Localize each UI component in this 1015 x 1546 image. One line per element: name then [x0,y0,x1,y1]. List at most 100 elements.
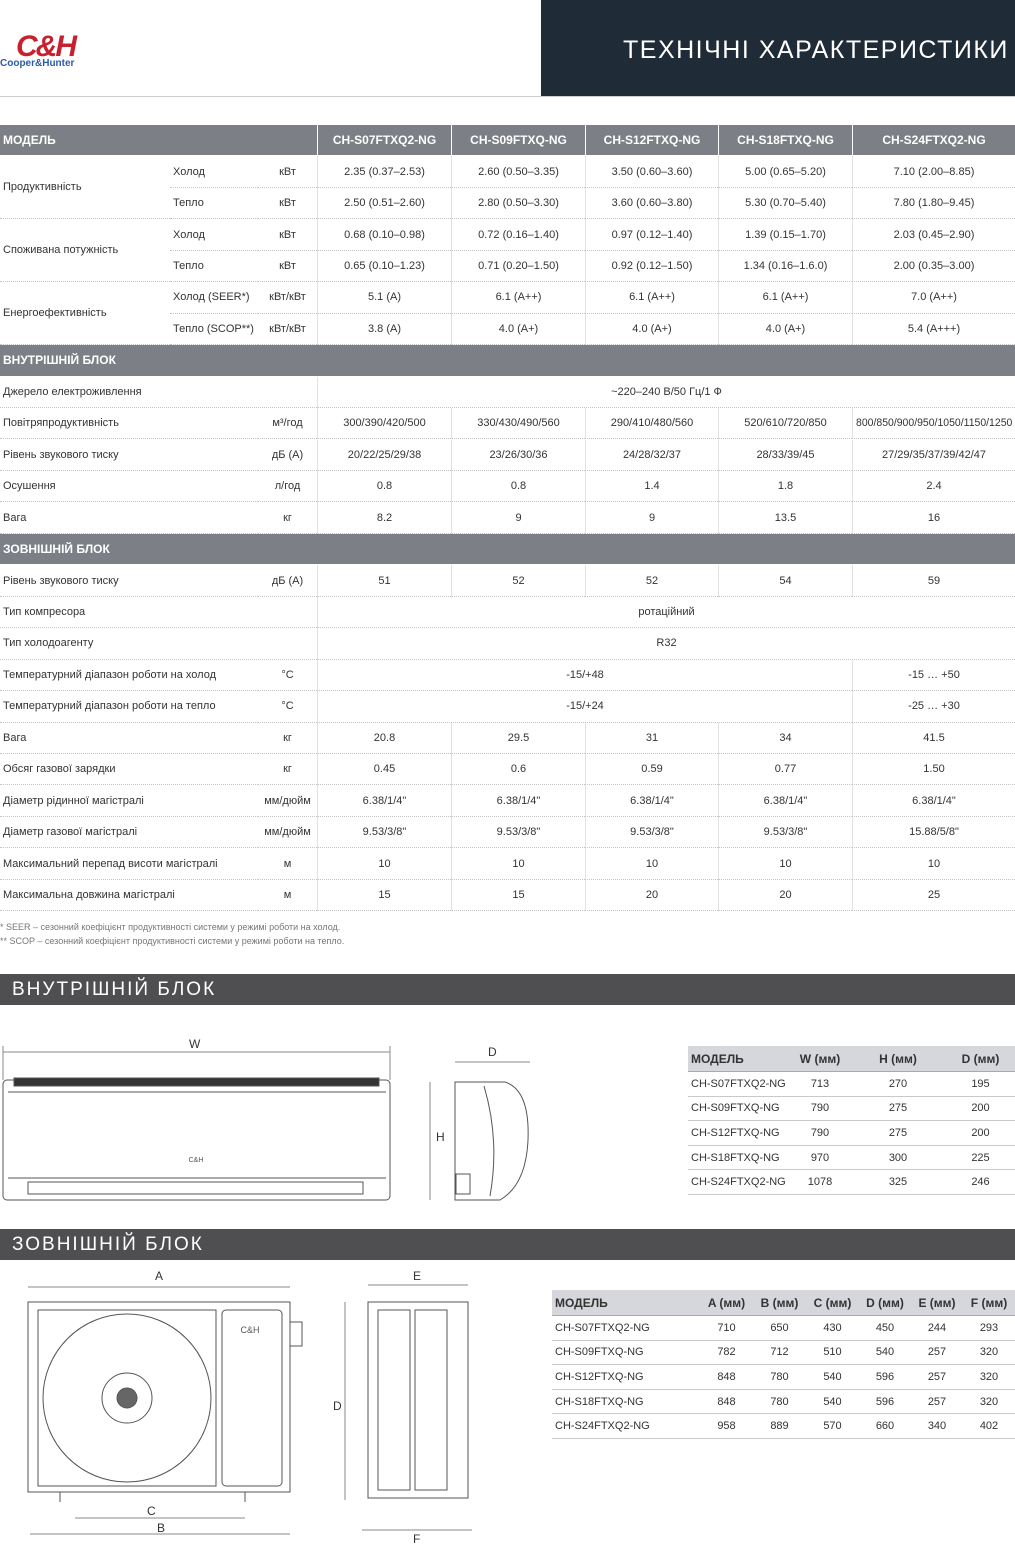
header-rule [0,96,1015,97]
dim-table-cell: 790 [790,1097,850,1122]
value-cell: 0.71 (0.20–1.50) [451,250,585,283]
dim-label: D [333,1399,342,1413]
value-cell-text: 6.38/1/4" [912,794,956,807]
dim-table-cell: 958 [700,1414,753,1439]
dim-table-cell-text: 540 [823,1395,842,1408]
value-cell: 6.1 (A++) [585,282,718,314]
unit-cell: кВт/кВт [258,282,317,314]
row-label-text: Продуктивність [3,181,82,194]
dim-table-cell-text: 300 [888,1151,908,1164]
value-cell: 520/610/720/850 [718,408,852,440]
value-cell: 0.6 [451,754,585,786]
value-cell: 0.72 (0.16–1.40) [451,219,585,251]
value-cell-text: -25 … +30 [908,700,960,713]
value-cell: 9.53/3/8" [451,816,585,849]
dim-table-cell: 650 [753,1316,806,1341]
dim-table-cell-text: 200 [971,1126,990,1139]
unit-cell: кВт [258,156,317,188]
value-cell-text: 15.88/5/8" [909,826,959,839]
value-cell: 15.88/5/8" [852,816,1015,849]
value-cell: 2.35 (0.37–2.53) [317,156,451,188]
dim-label: A [155,1269,164,1283]
row-label-text: Енергоефективність [3,307,107,320]
dim-table-cell-text: 246 [971,1176,990,1189]
value-cell-text: 2.50 (0.51–2.60) [344,197,425,210]
row-label: Обсяг газової зарядки [0,754,258,786]
value-cell-text: 10 [927,857,941,870]
value-cell: 10 [451,848,585,880]
dim-table-cell-text: 450 [875,1321,895,1334]
dim-table-cell-text: 848 [717,1395,736,1408]
unit-cell-text: кВт [279,260,296,273]
dim-table-cell-text: 848 [717,1370,736,1383]
dim-table-header: D (мм) [859,1290,911,1316]
dim-table-cell-text: 340 [927,1420,947,1433]
dim-table-header-text: A (мм) [707,1295,746,1310]
row-label: Максимальний перепад висоти магістралі [0,848,258,880]
value-cell-text: 0.59 [641,763,663,776]
value-cell: 7.0 (A++) [852,282,1015,314]
value-cell: 6.1 (A++) [451,282,585,314]
dim-table-cell: CH-S18FTXQ-NG [552,1390,700,1415]
dim-table-cell: CH-S12FTXQ-NG [552,1365,700,1390]
value-cell: 4.0 (A+) [585,313,718,346]
dim-label: W [189,1037,201,1051]
value-cell-text: 16 [927,511,941,524]
dim-table-cell: 540 [806,1390,859,1415]
dim-table-cell-text: 713 [810,1077,830,1090]
row-label: Тип холодоагенту [0,628,317,660]
value-cell: 20/22/25/29/38 [317,439,451,471]
dim-table-header: E (мм) [911,1290,963,1316]
row-label-text: Джерело електроживлення [3,385,142,398]
row-label: Повітряпродуктивність [0,408,258,440]
value-cell: 3.8 (A) [317,313,451,346]
dim-table-cell-text: CH-S12FTXQ-NG [691,1126,780,1139]
dim-table-header-text: МОДЕЛЬ [555,1295,608,1310]
unit-cell: °С [258,691,317,723]
section-header: ВНУТРІШНІЙ БЛОК [0,345,1015,377]
value-cell: 6.38/1/4" [317,785,451,817]
value-cell: 25 [852,879,1015,912]
value-cell-text: 59 [927,574,941,587]
value-cell-text: 5.00 (0.65–5.20) [745,165,826,178]
value-cell: 6.38/1/4" [451,785,585,817]
svg-text:C&H: C&H [189,1157,204,1164]
model-header-text: CH-S18FTXQ-NG [737,133,834,148]
unit-cell: мм/дюйм [258,785,317,817]
value-cell-text: 54 [779,574,792,587]
dim-table-cell-text: CH-S09FTXQ-NG [691,1102,780,1115]
dim-table-cell-text: CH-S07FTXQ2-NG [555,1321,650,1334]
svg-text:C&H: C&H [240,1325,259,1335]
dim-table-header: H (мм) [850,1046,946,1072]
value-cell: 28/33/39/45 [718,439,852,471]
dim-table-cell-text: 790 [810,1102,830,1115]
value-cell: 0.8 [317,470,451,503]
header-cell: МОДЕЛЬ [0,125,317,157]
dim-table-cell: 195 [946,1072,1015,1097]
dim-table-cell: CH-S07FTXQ2-NG [552,1316,700,1341]
dim-table-cell-text: 540 [823,1370,842,1383]
value-cell: 0.68 (0.10–0.98) [317,219,451,251]
dim-table-cell-text: CH-S18FTXQ-NG [555,1395,644,1408]
row-sublabel-text: Холод [173,165,205,178]
value-cell: 10 [718,848,852,880]
dim-table-cell: 340 [911,1414,963,1439]
value-cell-text: 6.38/1/4" [763,794,808,807]
value-cell: 2.60 (0.50–3.35) [451,156,585,188]
footnote: * SEER – сезонний коефіцієнт продуктивно… [0,922,341,932]
value-cell: 31 [585,722,718,754]
value-cell-text: -15/+48 [566,668,604,681]
unit-cell-text: мм/дюйм [264,826,311,839]
dim-label: C [147,1504,156,1518]
value-cell-text: 9.53/3/8" [630,826,674,839]
dim-table-cell-text: CH-S12FTXQ-NG [555,1370,644,1383]
value-cell: 20 [585,879,718,912]
dim-table-header-text: F (мм) [970,1295,1008,1310]
unit-cell: кг [258,754,317,786]
value-cell-text: 5.1 (A) [367,291,401,304]
value-cell: R32 [317,628,1015,660]
unit-cell: л/год [258,471,317,503]
value-cell: 20 [718,879,852,912]
unit-cell-text: кВт/кВт [269,291,306,304]
